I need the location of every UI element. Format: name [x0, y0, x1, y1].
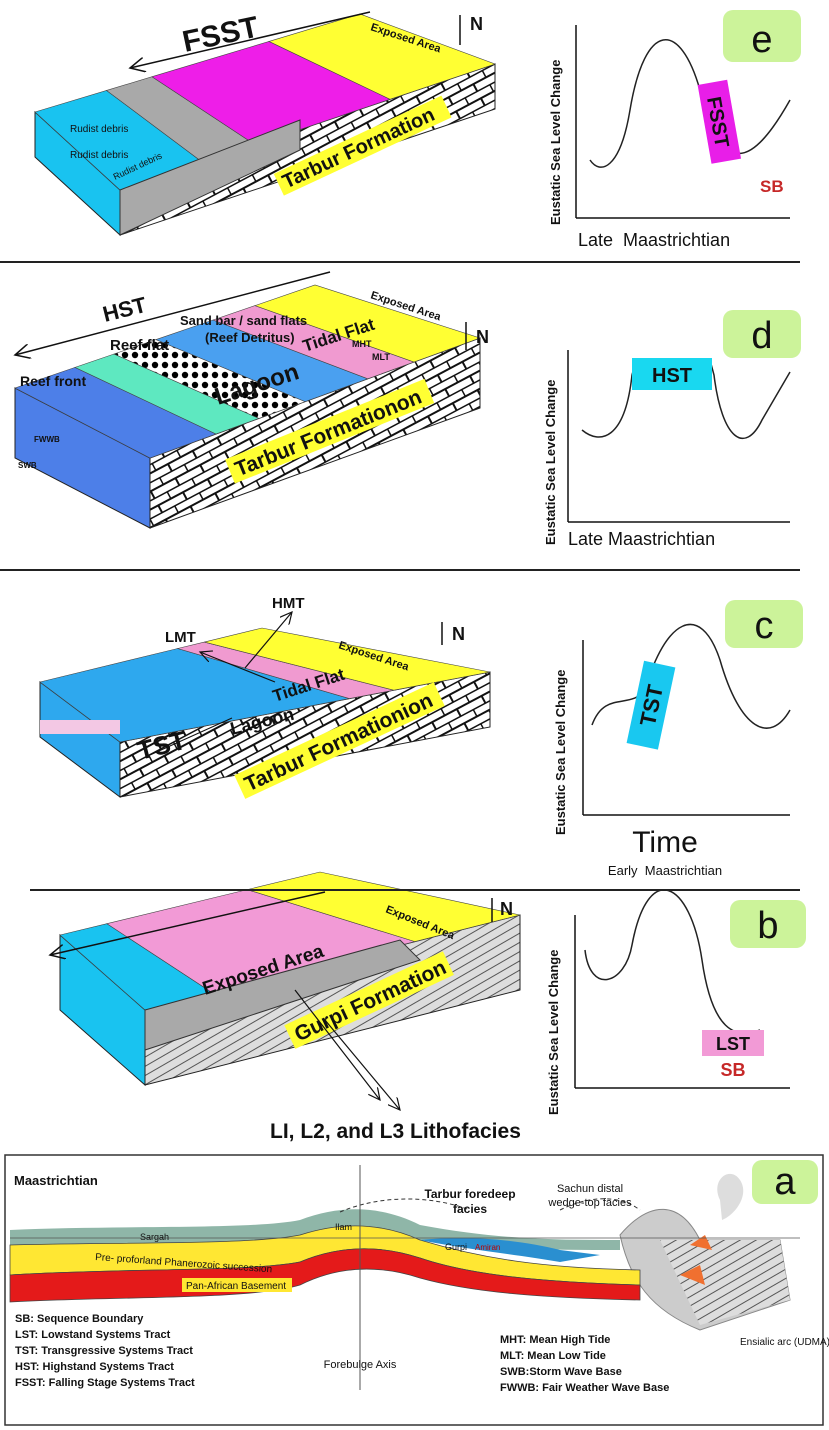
sachun-label: wedge-top facies: [547, 1197, 632, 1209]
mlt-label: MLT: [372, 352, 390, 362]
layer: [40, 720, 120, 734]
ilam-label: Ilam: [335, 1222, 352, 1232]
x-axis-label: Late Maastrichtian: [578, 230, 730, 250]
panel-letter: b: [757, 905, 778, 947]
legend-item: MLT: Mean Low Tide: [500, 1350, 606, 1362]
panel-letter: d: [751, 315, 772, 357]
legend-item: FWWB: Fair Weather Wave Base: [500, 1382, 669, 1394]
legend-item: LST: Lowstand Systems Tract: [15, 1329, 171, 1341]
x-axis-label: Late Maastrichtian: [568, 529, 715, 549]
north-label: N: [476, 327, 489, 347]
group: SB: Sequence Boundary LST: Lowstand Syste…: [15, 1313, 669, 1394]
gurpi-label: Gurpi: [445, 1242, 467, 1252]
legend-item: HST: Highstand Systems Tract: [15, 1361, 174, 1373]
north-label: N: [500, 899, 513, 919]
sandbar-label: Sand bar / sand flats: [180, 313, 307, 328]
forebulge-label: Forebulge Axis: [324, 1359, 397, 1371]
sachun-label: Sachun distal: [557, 1183, 623, 1195]
y-axis-label: Eustatic Sea Level Change: [548, 60, 563, 225]
curve-tag: LST: [716, 1034, 750, 1054]
x-axis-title: Time: [632, 826, 698, 859]
y-axis-label: Eustatic Sea Level Change: [543, 380, 558, 545]
group: FSST: [698, 80, 741, 164]
north-label: N: [452, 624, 465, 644]
legend-item: SWB:Storm Wave Base: [500, 1366, 622, 1378]
boundary-label: SB: [720, 1060, 745, 1080]
boundary-label: SB: [760, 177, 784, 196]
fwwb-label: FWWB: [34, 435, 60, 444]
legend-item: MHT: Mean High Tide: [500, 1334, 610, 1346]
north-label: N: [470, 14, 483, 34]
age-label: Maastrichtian: [14, 1173, 98, 1188]
drawing-line: [325, 1020, 400, 1110]
basement-label: Pan-African Basement: [186, 1281, 286, 1292]
x-axis-label: Early Maastrichtian: [608, 863, 722, 878]
detritus-label: (Reef Detritus): [205, 330, 295, 345]
debris-label: Rudist debris: [70, 150, 128, 161]
curve-tag: HST: [652, 365, 692, 387]
panel-letter: e: [751, 19, 772, 61]
lithofacies-label: LI, L2, and L3 Lithofacies: [270, 1120, 521, 1143]
y-axis-label: Eustatic Sea Level Change: [546, 950, 561, 1115]
group: [15, 14, 520, 1085]
figure: FSST Exposed Area Rudist debris Rudist d…: [0, 0, 829, 1430]
y-axis-label: Eustatic Sea Level Change: [553, 670, 568, 835]
hmt-label: HMT: [272, 595, 305, 612]
debris-label: Rudist debris: [70, 124, 128, 135]
panel-letter: c: [755, 605, 774, 647]
swb-label: SWB: [18, 461, 37, 470]
sargah-label: Sargah: [140, 1232, 169, 1242]
group: TST: [627, 661, 676, 750]
mht-label: MHT: [352, 339, 372, 349]
foredeep-label: Tarbur foredeep: [424, 1187, 515, 1201]
panel-letter: a: [774, 1161, 796, 1203]
arc-label: Ensialic arc (UDMA): [740, 1337, 829, 1348]
drawing-path: [717, 1174, 743, 1220]
foredeep-label: facies: [453, 1202, 487, 1216]
lmt-label: LMT: [165, 629, 196, 646]
legend-item: SB: Sequence Boundary: [15, 1313, 144, 1325]
reef-front-label: Reef front: [20, 373, 86, 389]
reef-flat-label: Reef flat: [110, 337, 169, 354]
legend-item: FSST: Falling Stage Systems Tract: [15, 1377, 195, 1389]
amiran-label: Amiran: [475, 1243, 500, 1252]
legend-item: TST: Transgressive Systems Tract: [15, 1345, 193, 1357]
